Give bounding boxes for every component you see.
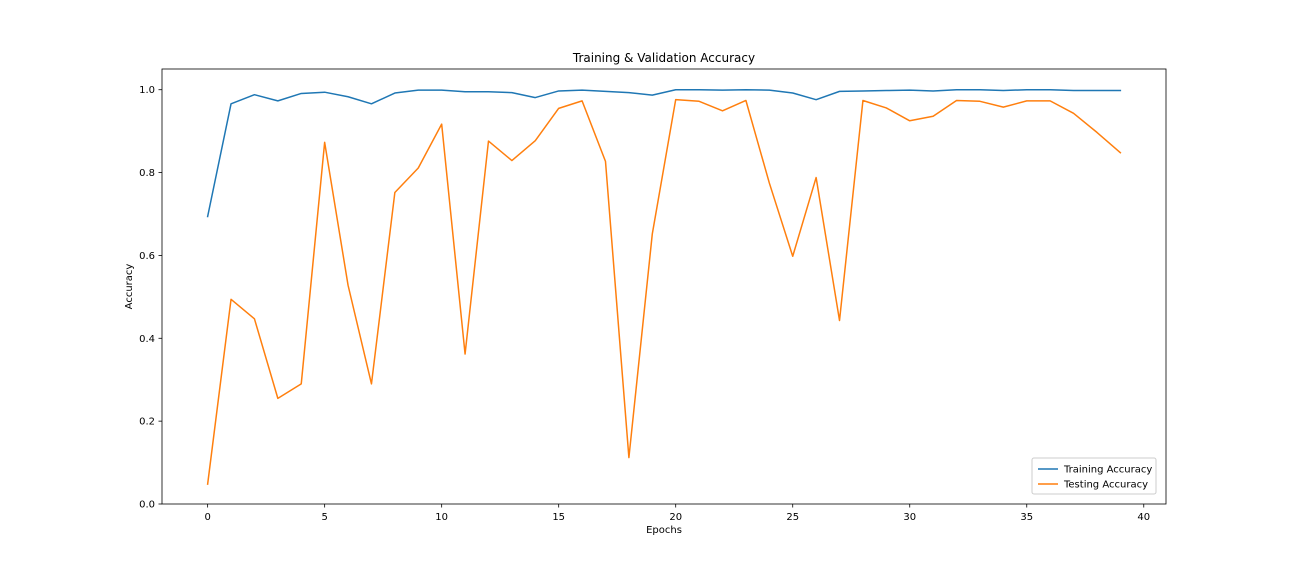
x-axis-label: Epochs xyxy=(646,525,682,536)
legend-box xyxy=(1031,457,1157,495)
x-tick-label: 5 xyxy=(321,512,327,523)
x-tick-label: 25 xyxy=(786,512,799,523)
x-tick-label: 10 xyxy=(435,512,448,523)
series-line-testing-accuracy xyxy=(206,98,1122,485)
x-tick-label: 40 xyxy=(1137,512,1150,523)
y-tick-label: 0.2 xyxy=(139,417,155,428)
y-tick-label: 1.0 xyxy=(139,85,155,96)
y-axis-label: Accuracy xyxy=(124,264,135,310)
y-tick-label: 0.6 xyxy=(139,251,155,262)
y-tick-label: 0.0 xyxy=(139,500,155,511)
legend: Training Accuracy Testing Accuracy xyxy=(1031,457,1157,495)
series-layer xyxy=(206,88,1122,485)
x-tick-label: 35 xyxy=(1020,512,1033,523)
legend-label: Training Accuracy xyxy=(1063,465,1152,476)
x-axis-ticks: 0 5 10 15 20 25 30 35 40 xyxy=(204,504,1150,523)
x-tick-label: 15 xyxy=(552,512,565,523)
x-tick-label: 20 xyxy=(669,512,682,523)
plot-frame xyxy=(161,68,1167,505)
plot-area xyxy=(162,69,1166,504)
chart-title: Training & Validation Accuracy xyxy=(572,51,755,65)
legend-label: Testing Accuracy xyxy=(1063,480,1148,491)
series-line-training-accuracy xyxy=(206,88,1122,218)
y-tick-label: 0.8 xyxy=(139,168,155,179)
x-tick-label: 30 xyxy=(903,512,916,523)
y-axis-ticks: 0.0 0.2 0.4 0.6 0.8 1.0 xyxy=(139,85,162,511)
y-tick-label: 0.4 xyxy=(139,334,155,345)
x-tick-label: 0 xyxy=(204,512,210,523)
